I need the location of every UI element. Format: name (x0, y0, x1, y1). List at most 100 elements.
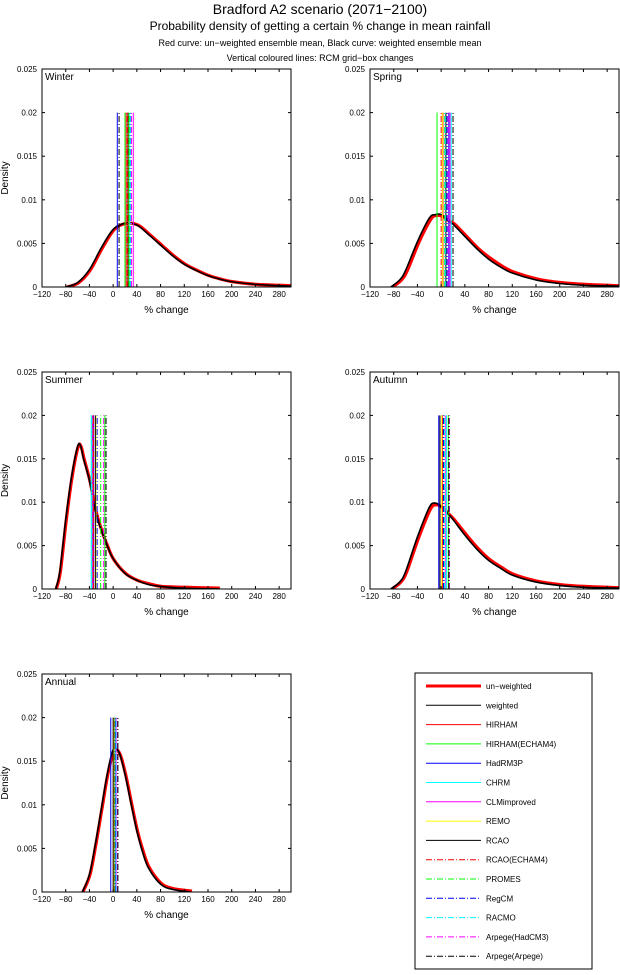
plot-area (81, 717, 193, 892)
panel-label: Summer (45, 375, 83, 386)
y-tick-label: 0 (361, 585, 366, 594)
y-tick-label: 0.015 (345, 455, 366, 464)
legend-entry: HIRHAM(ECHAM4) (426, 740, 557, 749)
x-tick-label: 80 (484, 290, 493, 299)
legend-entry: CHRM (426, 779, 510, 788)
x-tick-label: 160 (529, 290, 543, 299)
x-tick-label: 200 (225, 290, 239, 299)
x-tick-label: −40 (411, 592, 425, 601)
x-tick-label: 0 (111, 895, 116, 904)
x-tick-label: 280 (600, 592, 614, 601)
x-tick-label: 200 (553, 290, 567, 299)
legend-entry: REMO (426, 817, 510, 826)
x-tick-label: 200 (553, 592, 567, 601)
x-tick-label: 160 (201, 592, 215, 601)
x-tick-label: 0 (439, 592, 444, 601)
x-tick-label: −120 (33, 290, 52, 299)
legend-label: un−weighted (486, 682, 532, 691)
legend-entry: weighted (426, 701, 518, 710)
weighted-curve (54, 442, 220, 589)
x-tick-label: 0 (439, 290, 444, 299)
x-tick-label: 80 (156, 290, 165, 299)
y-tick-label: 0 (33, 585, 38, 594)
panel-spring: −120 −80 −40 0 40 80 120 160 200 240 280 0 0.005 0.01… (345, 65, 620, 316)
y-tick-label: 0.025 (345, 65, 366, 74)
panel-label: Spring (373, 72, 402, 83)
legend-entry: HadRM3P (426, 759, 523, 768)
x-tick-label: −120 (33, 895, 52, 904)
panel-label: Annual (45, 677, 76, 688)
unweighted-curve (391, 213, 619, 287)
x-tick-label: −80 (387, 290, 401, 299)
axes-frame (369, 371, 620, 590)
x-tick-label: 80 (484, 592, 493, 601)
x-tick-label: 240 (577, 592, 591, 601)
panel-summer: −120 −80 −40 0 40 80 120 160 200 240 280 0 0.005 0.01… (0, 368, 292, 618)
legend-label: REMO (486, 817, 510, 826)
y-tick-label: 0.025 (17, 368, 38, 377)
chart-note-lines: Vertical coloured lines: RCM grid−box ch… (227, 53, 414, 63)
axes-frame (369, 68, 620, 288)
x-tick-label: 160 (529, 592, 543, 601)
y-tick-label: 0.01 (349, 498, 365, 507)
x-tick-label: 120 (178, 290, 192, 299)
legend-entry: HIRHAM (426, 721, 518, 730)
panel-label: Autumn (373, 375, 407, 386)
legend-label: CLMimproved (486, 798, 536, 807)
panel-autumn: −120 −80 −40 0 40 80 120 160 200 240 280 0 0.005 0.01… (345, 368, 620, 618)
legend-entry: Arpege(Arpege) (426, 952, 543, 961)
weighted-curve (81, 747, 191, 892)
panels: −120 −80 −40 0 40 80 120 160 200 240 280 0 0.005 0.01… (0, 65, 620, 921)
axes-frame (41, 371, 292, 590)
x-tick-label: 240 (577, 290, 591, 299)
plot-area (390, 415, 619, 589)
y-tick-label: 0.015 (17, 757, 38, 766)
x-tick-label: −120 (33, 592, 52, 601)
legend-entry: RACMO (426, 914, 516, 923)
unweighted-curve (390, 503, 619, 589)
weighted-curve (65, 222, 291, 287)
x-tick-label: 120 (178, 895, 192, 904)
x-tick-label: 280 (600, 290, 614, 299)
x-tick-label: −80 (387, 592, 401, 601)
x-tick-label: −80 (59, 592, 73, 601)
x-tick-label: 280 (272, 592, 286, 601)
chart-note-curves: Red curve: un−weighted ensemble mean, Bl… (159, 38, 482, 48)
axes-frame (41, 68, 292, 288)
legend-label: PROMES (486, 875, 521, 884)
legend-entry: Arpege(HadCM3) (426, 933, 549, 942)
legend-label: RCAO(ECHAM4) (486, 856, 548, 865)
panel-label: Winter (45, 72, 75, 83)
y-tick-label: 0.01 (21, 498, 37, 507)
y-tick-label: 0.005 (17, 542, 38, 551)
legend-label: weighted (485, 701, 518, 710)
x-tick-label: 40 (460, 290, 469, 299)
x-tick-label: 240 (249, 895, 263, 904)
legend-label: HIRHAM (486, 721, 518, 730)
y-tick-label: 0.02 (21, 411, 37, 420)
plot-area (65, 112, 291, 287)
x-tick-label: 160 (201, 290, 215, 299)
x-tick-label: 40 (460, 592, 469, 601)
x-tick-label: 40 (132, 592, 141, 601)
y-tick-label: 0.025 (17, 670, 38, 679)
x-tick-label: −40 (83, 895, 97, 904)
x-tick-label: 120 (506, 290, 520, 299)
x-tick-label: 200 (225, 592, 239, 601)
legend-label: HadRM3P (486, 759, 523, 768)
y-tick-label: 0 (33, 888, 38, 897)
y-tick-label: 0.005 (17, 844, 38, 853)
legend-entry: RCAO(ECHAM4) (426, 856, 548, 865)
y-tick-label: 0.015 (17, 152, 38, 161)
y-tick-label: 0.005 (345, 239, 366, 248)
legend-label: Arpege(Arpege) (486, 952, 543, 961)
x-axis-label: % change (144, 910, 189, 921)
legend-entry: RegCM (426, 894, 513, 903)
y-tick-label: 0.005 (17, 239, 38, 248)
legend-label: Arpege(HadCM3) (486, 933, 549, 942)
x-tick-label: −120 (361, 592, 380, 601)
panel-winter: −120 −80 −40 0 40 80 120 160 200 240 280 0 0.005 0.01… (0, 65, 292, 316)
x-tick-label: 40 (132, 290, 141, 299)
x-tick-label: 160 (201, 895, 215, 904)
